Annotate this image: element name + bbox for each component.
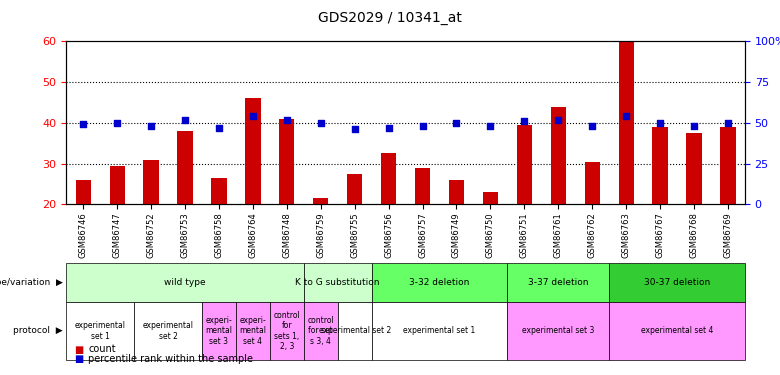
Point	[417, 123, 429, 129]
Text: experimental
set 1: experimental set 1	[75, 321, 126, 340]
Point	[246, 113, 259, 119]
Text: control
for set
s 3, 4: control for set s 3, 4	[307, 316, 334, 346]
Bar	[76, 180, 91, 204]
Bar	[551, 106, 566, 204]
Text: GDS2029 / 10341_at: GDS2029 / 10341_at	[318, 11, 462, 25]
Bar	[415, 168, 431, 204]
Bar	[448, 180, 464, 204]
Text: ■: ■	[74, 354, 83, 364]
Text: 3-32 deletion: 3-32 deletion	[410, 278, 470, 286]
Point	[111, 120, 123, 126]
Bar	[686, 133, 702, 204]
Point	[654, 120, 666, 126]
Text: wild type: wild type	[165, 278, 206, 286]
Text: 30-37 deletion: 30-37 deletion	[644, 278, 710, 286]
Bar	[483, 192, 498, 204]
Point	[552, 117, 565, 123]
Bar	[347, 174, 363, 204]
Point	[620, 113, 633, 119]
Bar	[516, 125, 532, 204]
Point	[349, 126, 361, 132]
Text: experimental
set 2: experimental set 2	[143, 321, 193, 340]
Point	[722, 120, 734, 126]
Bar	[652, 127, 668, 204]
Bar	[177, 131, 193, 204]
Bar	[313, 198, 328, 204]
Text: count: count	[88, 345, 115, 354]
Point	[179, 117, 191, 123]
Text: experimental set 1: experimental set 1	[403, 326, 476, 335]
Text: experimental set 2: experimental set 2	[318, 326, 391, 335]
Bar	[144, 159, 159, 204]
Point	[145, 123, 158, 129]
Bar	[211, 178, 227, 204]
Point	[382, 125, 395, 131]
Text: percentile rank within the sample: percentile rank within the sample	[88, 354, 254, 364]
Text: genotype/variation  ▶: genotype/variation ▶	[0, 278, 62, 286]
Point	[484, 123, 497, 129]
Point	[450, 120, 463, 126]
Text: experimental set 4: experimental set 4	[641, 326, 713, 335]
Point	[314, 120, 327, 126]
Text: protocol  ▶: protocol ▶	[12, 326, 62, 335]
Bar	[245, 98, 261, 204]
Point	[213, 125, 225, 131]
Bar	[584, 162, 600, 204]
Text: 3-37 deletion: 3-37 deletion	[528, 278, 589, 286]
Text: experi-
mental
set 3: experi- mental set 3	[205, 316, 232, 346]
Point	[77, 122, 90, 128]
Point	[688, 123, 700, 129]
Point	[518, 118, 530, 124]
Bar	[619, 41, 634, 204]
Bar	[720, 127, 736, 204]
Text: control
for
sets 1,
2, 3: control for sets 1, 2, 3	[274, 311, 300, 351]
Text: ■: ■	[74, 345, 83, 354]
Bar	[109, 166, 125, 204]
Text: experimental set 3: experimental set 3	[522, 326, 594, 335]
Point	[586, 123, 598, 129]
Bar	[381, 153, 396, 204]
Text: K to G substitution: K to G substitution	[296, 278, 380, 286]
Point	[281, 117, 293, 123]
Bar	[279, 119, 295, 204]
Text: experi-
mental
set 4: experi- mental set 4	[239, 316, 267, 346]
